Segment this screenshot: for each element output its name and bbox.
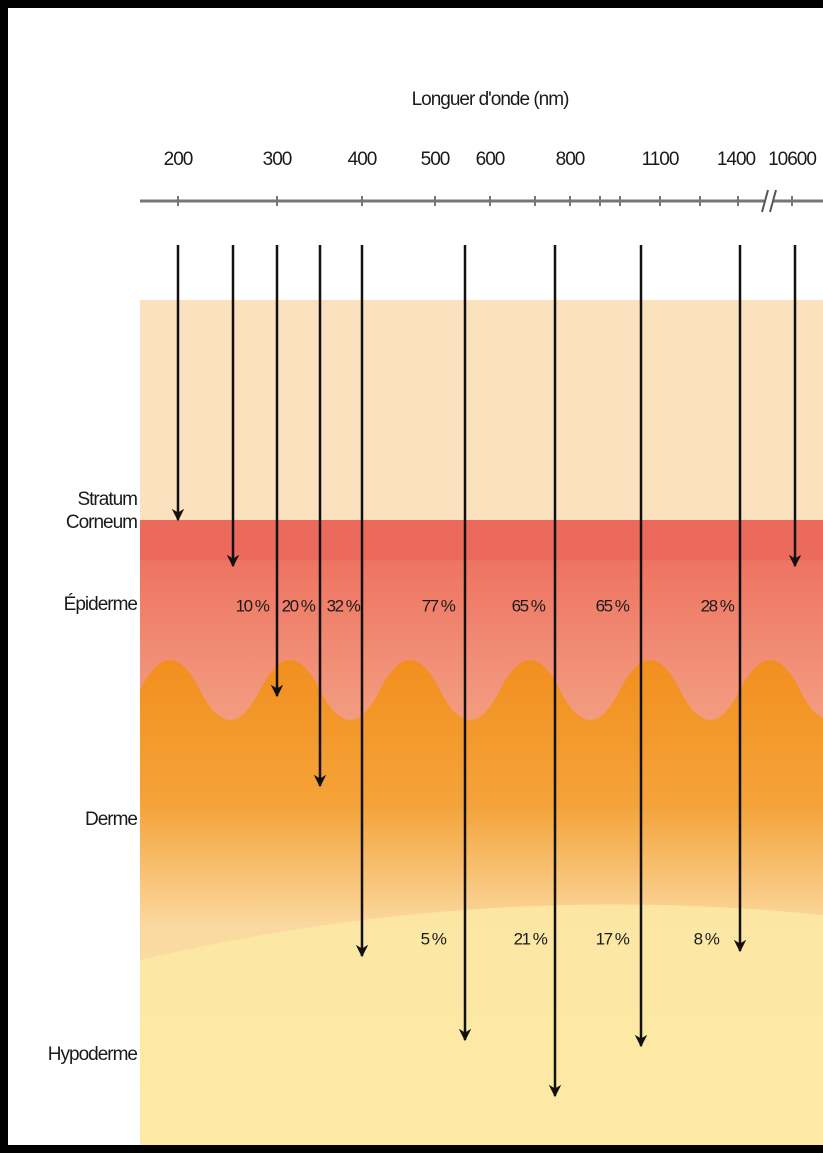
layer-label: Hypoderme (48, 1044, 138, 1065)
percentage: 77 % (422, 596, 456, 615)
percentage: 65 % (512, 596, 546, 615)
percentage: 21 % (514, 929, 548, 948)
tick-label: 500 (421, 149, 450, 170)
layer-label: Corneum (66, 512, 137, 533)
corneum-band (140, 520, 823, 562)
tick-label: 200 (164, 149, 193, 170)
percentage: 28 % (701, 596, 735, 615)
tick-label: 600 (476, 149, 505, 170)
tick-label: 1100 (642, 149, 679, 170)
skin-penetration-diagram: Longuer d'onde (nm) 200 300 400 500 600 … (0, 0, 823, 1153)
tick-label: 10600 (768, 149, 816, 170)
percentage: 8 % (694, 929, 720, 948)
percentage: 17 % (596, 929, 630, 948)
percentage: 10 % (236, 596, 270, 615)
layer-label: Épiderme (64, 594, 138, 615)
percentage: 65 % (596, 596, 630, 615)
hypodermis-layer (140, 904, 823, 1145)
tick-label: 300 (263, 149, 292, 170)
tick-label: 400 (348, 149, 377, 170)
axis-title: Longuer d'onde (nm) (412, 89, 569, 110)
layer-label: Stratum (77, 489, 137, 510)
percentage: 32 % (327, 596, 361, 615)
layer-label: Derme (85, 809, 137, 830)
percentage: 5 % (421, 929, 447, 948)
percentage: 20 % (282, 596, 316, 615)
axis-break (762, 190, 776, 212)
tick-label: 800 (556, 149, 585, 170)
tick-label: 1400 (717, 149, 756, 170)
